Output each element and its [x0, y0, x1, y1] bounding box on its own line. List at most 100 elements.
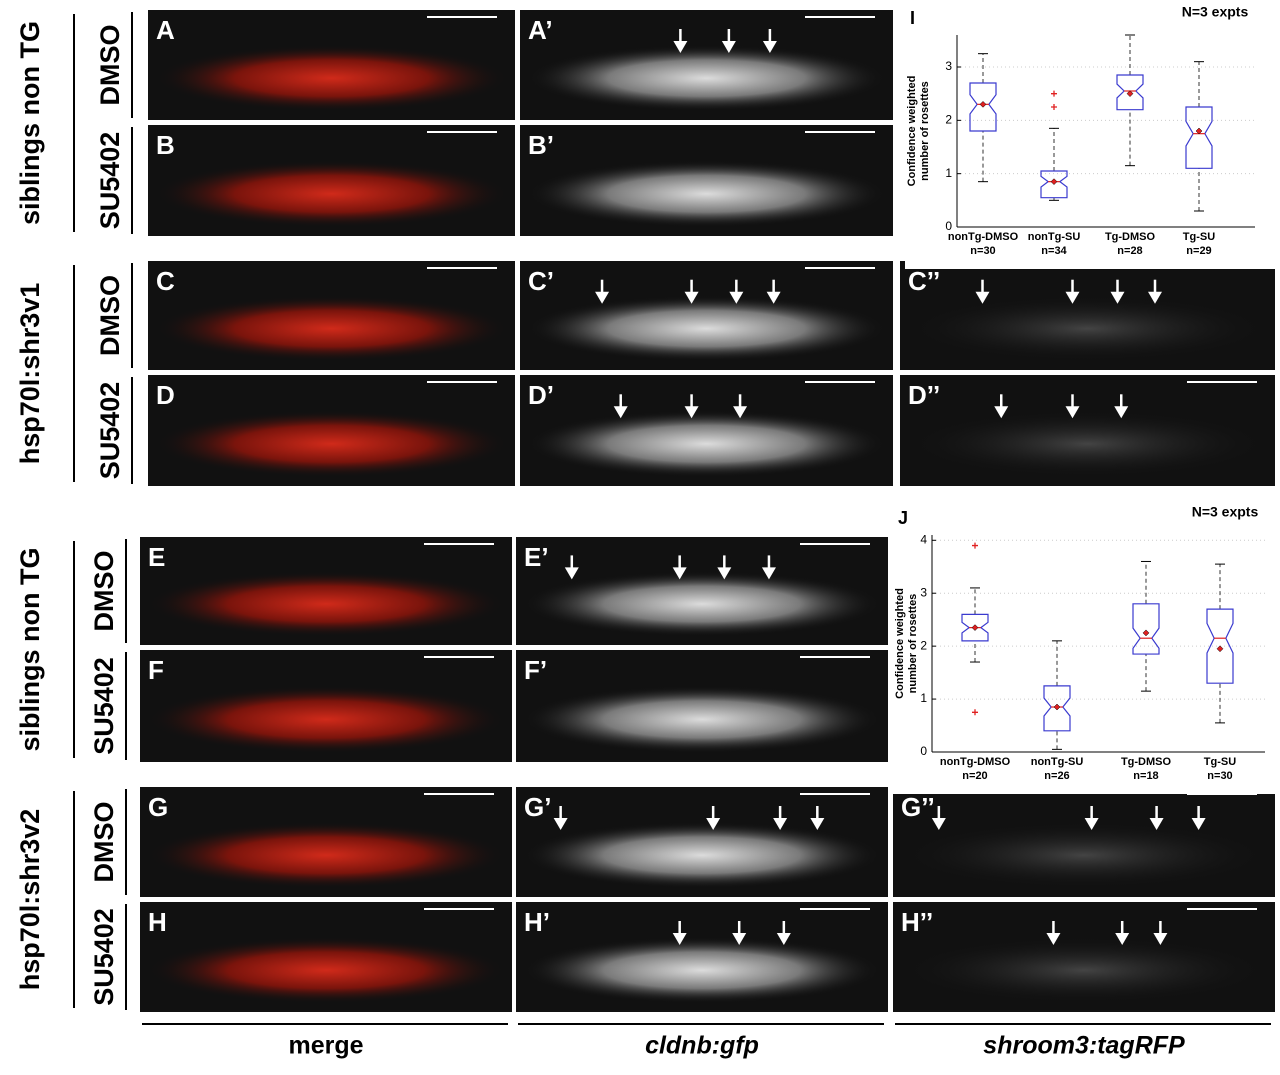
- panel-label: I: [910, 8, 915, 28]
- panel-label: J: [898, 508, 908, 528]
- tissue: [527, 45, 886, 112]
- panel-label: D’’: [908, 380, 940, 410]
- arrow-head: [1065, 291, 1080, 304]
- arrow-head: [1084, 818, 1099, 830]
- arrow-head: [729, 291, 744, 304]
- n-label: n=26: [1044, 770, 1069, 782]
- arrow-head: [721, 41, 736, 53]
- panel-label: G: [148, 792, 168, 822]
- arrow-head: [706, 818, 721, 830]
- arrow-head: [684, 406, 699, 419]
- arrow-head: [733, 406, 748, 419]
- group-label: hsp70l:shr3v2: [15, 809, 45, 991]
- arrow-head: [994, 406, 1009, 419]
- arrow-head: [595, 291, 610, 304]
- tissue: [523, 822, 881, 889]
- n-label: n=30: [1207, 770, 1232, 782]
- plot-background: [893, 507, 1275, 794]
- x-tick-label: nonTg-DMSO: [940, 756, 1011, 768]
- arrow-head: [761, 567, 776, 580]
- panel-label: C’’: [908, 266, 940, 296]
- arrow-head: [564, 567, 579, 580]
- tissue: [527, 160, 886, 228]
- arrow-head: [1115, 933, 1130, 945]
- arrow-head: [673, 41, 688, 53]
- row-label: SU5402: [95, 382, 125, 480]
- box: [961, 613, 989, 642]
- row-label: DMSO: [89, 551, 119, 632]
- tissue: [147, 685, 505, 754]
- box: [1206, 608, 1234, 684]
- outlier: [972, 542, 978, 549]
- tissue: [155, 160, 508, 228]
- arrow-head: [672, 933, 687, 945]
- panel-label: H’’: [901, 907, 933, 937]
- y-axis-label: number of rosettes: [907, 594, 919, 694]
- arrow-head: [1065, 406, 1080, 419]
- arrow-head: [553, 818, 568, 830]
- arrow-head: [613, 406, 628, 419]
- group-label: hsp70l:shr3v1: [15, 283, 45, 465]
- tissue: [527, 410, 886, 478]
- arrow-head: [766, 291, 781, 304]
- x-tick-label: Tg-DMSO: [1105, 231, 1156, 243]
- mean-marker: [1195, 127, 1203, 135]
- tissue: [907, 295, 1268, 362]
- arrow-head: [684, 291, 699, 304]
- tissue: [523, 685, 881, 754]
- y-tick-label: 1: [945, 166, 952, 180]
- panel-label: E: [148, 542, 165, 572]
- panel-label: D’: [528, 380, 554, 410]
- mean-marker: [1050, 178, 1058, 186]
- panel-label: A: [156, 15, 175, 45]
- mean-marker: [979, 100, 987, 108]
- n-label: n=30: [970, 245, 995, 257]
- panel-label: A’: [528, 15, 553, 45]
- x-tick-label: Tg-DMSO: [1121, 756, 1172, 768]
- arrow-head: [810, 818, 825, 830]
- mean-marker: [971, 624, 979, 631]
- tissue: [900, 822, 1268, 889]
- outlier: [1051, 104, 1057, 110]
- panel-label: D: [156, 380, 175, 410]
- arrow-head: [975, 291, 990, 304]
- x-tick-label: nonTg-SU: [1028, 231, 1081, 243]
- arrow-head: [1046, 933, 1061, 945]
- arrow-head: [776, 933, 791, 945]
- y-tick-label: 0: [945, 219, 952, 233]
- tissue: [147, 822, 505, 889]
- panel-label: G’: [524, 792, 551, 822]
- y-tick-label: 4: [920, 532, 927, 546]
- panel-label: H’: [524, 907, 550, 937]
- arrow-head: [717, 567, 732, 580]
- arrow-head: [1149, 818, 1164, 830]
- box: [1185, 106, 1213, 169]
- n-label: n=28: [1117, 245, 1142, 257]
- tissue: [147, 571, 505, 637]
- panel-label: B: [156, 130, 175, 160]
- box: [1043, 685, 1071, 732]
- row-label: DMSO: [89, 802, 119, 883]
- row-label: SU5402: [89, 657, 119, 755]
- tissue: [527, 295, 886, 362]
- column-label: shroom3:tagRFP: [983, 1032, 1185, 1060]
- y-axis-label: Confidence weighted: [894, 588, 906, 699]
- x-tick-label: nonTg-DMSO: [948, 231, 1019, 243]
- panel-label: B’: [528, 130, 554, 160]
- arrow-head: [732, 933, 747, 945]
- panel-label: C’: [528, 266, 554, 296]
- y-tick-label: 2: [920, 638, 927, 652]
- mean-marker: [1216, 645, 1224, 653]
- panel-label: F’: [524, 655, 547, 685]
- row-label: SU5402: [95, 132, 125, 230]
- arrow-head: [1114, 406, 1129, 419]
- y-tick-label: 2: [945, 113, 952, 127]
- outlier: [1051, 90, 1057, 97]
- y-tick-label: 3: [945, 59, 952, 73]
- tissue: [155, 45, 508, 112]
- tissue: [155, 295, 508, 362]
- y-tick-label: 1: [920, 691, 927, 705]
- arrow-head: [773, 818, 788, 830]
- row-label: DMSO: [95, 275, 125, 356]
- mean-marker: [1142, 629, 1150, 637]
